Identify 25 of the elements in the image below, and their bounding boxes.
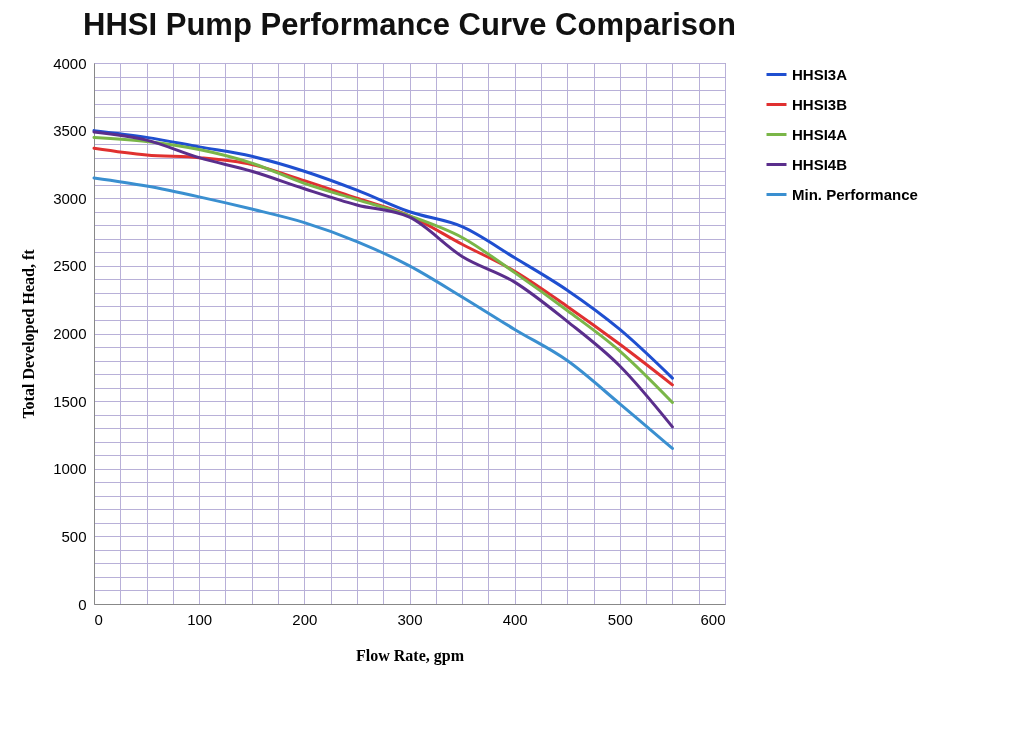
y-tick-label: 3000 [53,189,87,207]
legend-label: HHSI3A [792,65,848,83]
y-tick-label: 1000 [53,460,87,478]
x-tick-label: 100 [187,610,213,628]
x-tick-label: 300 [397,610,423,628]
legend-label: HHSI4A [792,125,848,143]
y-tick-label: 3500 [53,122,87,140]
legend-label: HHSI3B [792,95,848,113]
y-tick-label: 500 [61,527,87,545]
y-tick-label: 4000 [53,54,87,72]
x-tick-label: 600 [700,610,726,628]
y-tick-label: 2500 [53,257,87,275]
y-tick-label: 2000 [53,325,87,342]
x-axis-title: Flow Rate, gpm [356,646,465,665]
y-tick-label: 0 [78,595,87,613]
legend-label: HHSI4B [792,155,848,173]
x-tick-label: 400 [502,610,528,628]
line-series [92,176,674,450]
x-tick-label: 200 [292,610,318,628]
y-tick-label: 1500 [53,392,87,410]
y-axis-title: Total Developed Head, ft [20,248,39,419]
x-tick-label: 0 [94,610,103,628]
legend-label: Min. Performance [792,185,918,203]
x-tick-label: 500 [607,610,633,628]
chart-title: HHSI Pump Performance Curve Comparison [83,7,736,42]
